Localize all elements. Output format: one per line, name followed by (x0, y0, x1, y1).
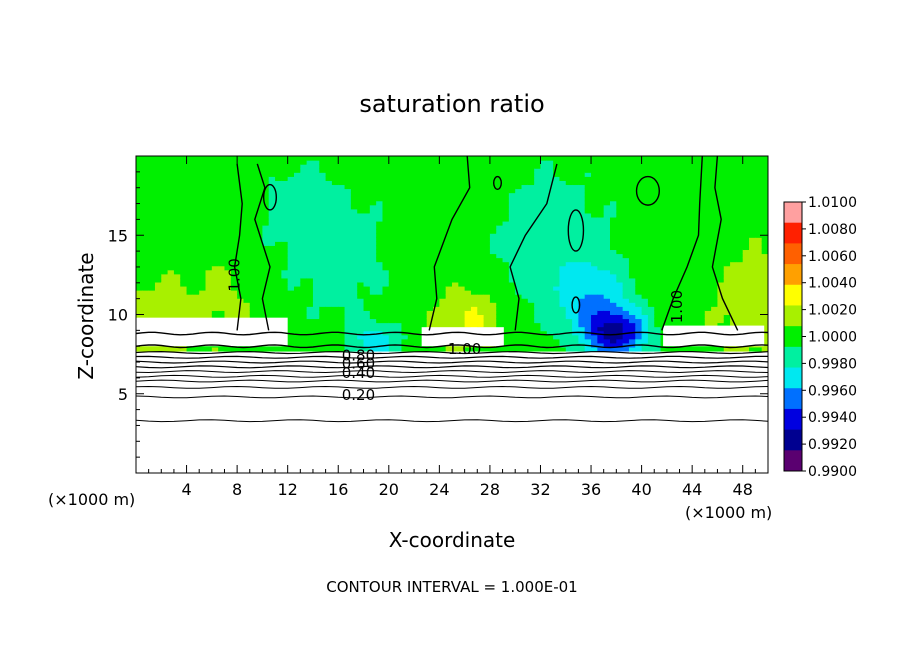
colorbar-label: 0.9980 (808, 356, 857, 372)
x-tick-label: 8 (232, 480, 242, 499)
colorbar-label: 0.9960 (808, 383, 857, 399)
colorbar-swatch (784, 284, 802, 306)
y-tick-label: 15 (108, 226, 128, 245)
contour-label: 1.00 (668, 290, 686, 323)
x-tick-label: 36 (581, 480, 601, 499)
colorbar-label: 0.9940 (808, 410, 857, 426)
x-tick-label: 28 (480, 480, 500, 499)
colorbar-swatch (784, 388, 802, 410)
colorbar-label: 1.0000 (808, 330, 857, 346)
colorbar-swatch (784, 264, 802, 286)
colorbar-swatch (784, 450, 802, 472)
x-unit-label-right: (×1000 m) (685, 503, 772, 522)
contour-label: 0.40 (342, 364, 375, 382)
x-axis-ticks: 4 8 12 16 20 24 28 32 36 40 44 48 (148, 156, 769, 499)
contour-labels: 1.00 1.00 1.00 0.800.600.40 0.20 (226, 258, 686, 404)
y-tick-label: 10 (108, 306, 128, 325)
colorbar-swatch (784, 305, 802, 327)
colorbar-label: 1.0100 (808, 195, 857, 211)
colorbar-swatch (784, 222, 802, 244)
x-tick-label: 44 (682, 480, 702, 499)
colorbar-label: 1.0060 (808, 249, 857, 265)
colorbar-swatch (784, 429, 802, 451)
chart-title: saturation ratio (359, 90, 544, 118)
colorbar-swatch (784, 346, 802, 369)
colorbar-swatch (784, 408, 802, 431)
colorbar-swatch (784, 202, 802, 224)
colorbar-swatch (784, 367, 802, 389)
colorbar-label: 1.0040 (808, 276, 857, 292)
colorbar-swatch (784, 326, 802, 348)
x-tick-label: 20 (379, 480, 399, 499)
contour-label: 1.00 (448, 340, 481, 358)
x-unit-label-left: (×1000 m) (48, 490, 135, 509)
colorbar-label: 1.0020 (808, 303, 857, 319)
contour-label: 1.00 (226, 258, 244, 291)
contour-label: 0.60 (342, 354, 375, 372)
colorbar-label: 0.9920 (808, 437, 857, 453)
x-tick-label: 16 (328, 480, 348, 499)
x-tick-label: 12 (278, 480, 298, 499)
x-tick-label: 48 (733, 480, 753, 499)
contour-label: 0.80 (342, 346, 375, 364)
contour-interval-footer: CONTOUR INTERVAL = 1.000E-01 (326, 578, 577, 596)
colorbar-label: 0.9900 (808, 464, 857, 480)
contour-lines (136, 156, 768, 423)
colorbar-label: 1.0080 (808, 222, 857, 238)
y-axis-label: Z-coordinate (74, 252, 98, 379)
y-axis-ticks: 5 10 15 (108, 171, 768, 458)
x-tick-label: 24 (429, 480, 449, 499)
x-tick-label: 4 (181, 480, 191, 499)
x-axis-label: X-coordinate (389, 528, 516, 552)
colorbar: 1.0100 1.0080 1.0060 1.0040 1.0020 1.0000 0.99… (783, 195, 857, 480)
y-tick-label: 5 (118, 385, 128, 404)
colorbar-swatch (784, 243, 802, 265)
x-tick-label: 32 (530, 480, 550, 499)
contour-label: 0.20 (342, 386, 375, 404)
x-tick-label: 40 (631, 480, 651, 499)
